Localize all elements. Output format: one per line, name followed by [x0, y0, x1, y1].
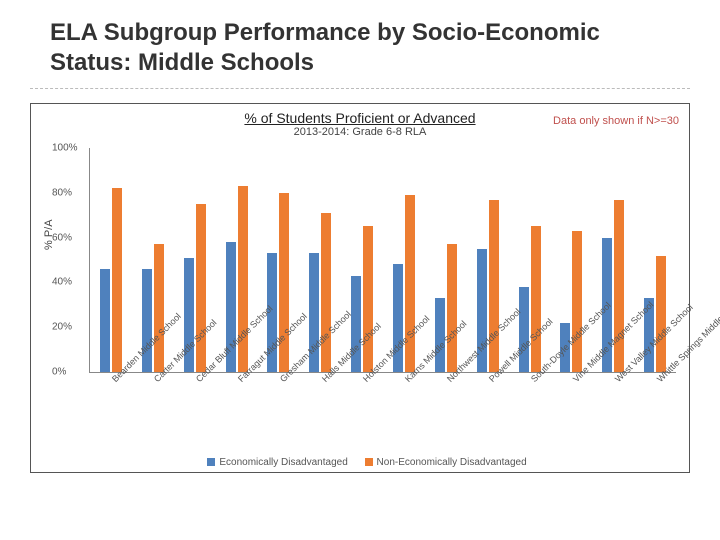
bar: [656, 256, 666, 372]
x-label: Carter Middle School: [131, 373, 173, 468]
x-label: Gresham Middle School: [257, 373, 299, 468]
bar: [196, 204, 206, 372]
legend-swatch-econ: [207, 458, 215, 466]
bar: [447, 244, 457, 372]
bar: [363, 226, 373, 372]
divider: [30, 88, 690, 89]
x-label: Whittle Springs Middle School: [634, 373, 676, 468]
bar: [572, 231, 582, 372]
legend-label-nonecon: Non-Economically Disadvantaged: [377, 457, 527, 468]
x-label: Farragut Middle School: [215, 373, 257, 468]
x-axis-labels: Bearden Middle SchoolCarter Middle Schoo…: [89, 373, 676, 468]
chart-note: Data only shown if N>=30: [553, 115, 679, 127]
y-tick: 80%: [52, 187, 72, 198]
x-label: Vine Middle Magnet School: [550, 373, 592, 468]
x-label: Powell Middle School: [466, 373, 508, 468]
bar: [154, 244, 164, 372]
plot-area: 0%20%40%60%80%100%: [89, 148, 676, 373]
bar: [531, 226, 541, 372]
legend-label-econ: Economically Disadvantaged: [219, 457, 347, 468]
page-title: ELA Subgroup Performance by Socio-Econom…: [50, 18, 680, 78]
y-tick: 0%: [52, 367, 66, 378]
chart-container: % of Students Proficient or Advanced 201…: [30, 103, 690, 473]
y-tick: 40%: [52, 277, 72, 288]
legend: Economically Disadvantaged Non-Economica…: [31, 457, 689, 468]
y-tick: 100%: [52, 143, 78, 154]
bar: [519, 287, 529, 372]
bar: [489, 200, 499, 372]
x-label: Halls Middle School: [299, 373, 341, 468]
bar-group: [90, 148, 132, 372]
bar: [100, 269, 110, 372]
bar: [321, 213, 331, 372]
x-label: Holston Middle School: [341, 373, 383, 468]
legend-swatch-nonecon: [365, 458, 373, 466]
x-label: Northwest Middle School: [424, 373, 466, 468]
x-label: West Valley Middle School: [592, 373, 634, 468]
x-label: Cedar Bluff Middle School: [173, 373, 215, 468]
y-tick: 60%: [52, 232, 72, 243]
x-label: Bearden Middle School: [89, 373, 131, 468]
y-tick: 20%: [52, 322, 72, 333]
chart-subtitle: 2013-2014: Grade 6-8 RLA: [39, 126, 681, 138]
x-label: Karns Middle School: [382, 373, 424, 468]
bar: [112, 188, 122, 372]
x-label: South-Doyle Middle School: [508, 373, 550, 468]
bars-layer: [90, 148, 676, 372]
